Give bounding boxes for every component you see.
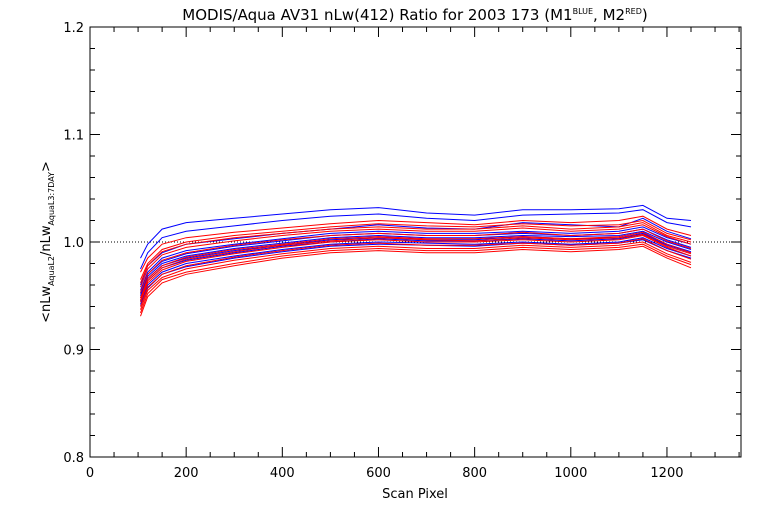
- y-tick-label: 1.0: [63, 236, 84, 251]
- series-line-m1-3: [140, 226, 692, 291]
- x-tick-label: 0: [86, 466, 94, 481]
- series-line-m2-12: [140, 224, 692, 288]
- series-line-m1-4: [140, 230, 692, 296]
- series-line-m2-21: [140, 222, 692, 284]
- x-tick-label: 600: [366, 466, 391, 481]
- y-tick-label: 1.2: [63, 21, 84, 36]
- series-line-m1-5: [140, 233, 692, 302]
- x-tick-label: 800: [462, 466, 487, 481]
- series-line-m2-19: [140, 245, 692, 317]
- x-tick-label: 1200: [650, 466, 683, 481]
- series-line-m2-15: [140, 234, 692, 303]
- series-line-m1-0: [140, 204, 692, 259]
- x-tick-label: 200: [174, 466, 199, 481]
- y-tick-label: 1.1: [63, 129, 84, 144]
- series-line-m2-16: [140, 238, 692, 307]
- y-axis-label: <nLwAquaL2/nLwAquaL3:7DAY>: [39, 161, 56, 323]
- series-line-m2-11: [140, 219, 692, 280]
- series-line-m2-13: [140, 228, 692, 293]
- x-axis-label: Scan Pixel: [382, 487, 448, 502]
- y-tick-label: 0.9: [63, 344, 84, 359]
- x-tick-label: 1000: [554, 466, 587, 481]
- series-line-m2-10: [140, 215, 692, 273]
- series-line-m2-18: [140, 243, 692, 314]
- y-tick-label: 0.8: [63, 451, 84, 466]
- series-line-m2-17: [140, 241, 692, 310]
- x-tick-label: 400: [270, 466, 295, 481]
- chart-title: MODIS/Aqua AV31 nLw(412) Ratio for 2003 …: [182, 6, 647, 24]
- series-line-m1-6: [140, 237, 692, 305]
- series-line-m2-14: [140, 231, 692, 299]
- series-line-m2-20: [140, 233, 692, 301]
- series-line-m1-1: [140, 209, 692, 270]
